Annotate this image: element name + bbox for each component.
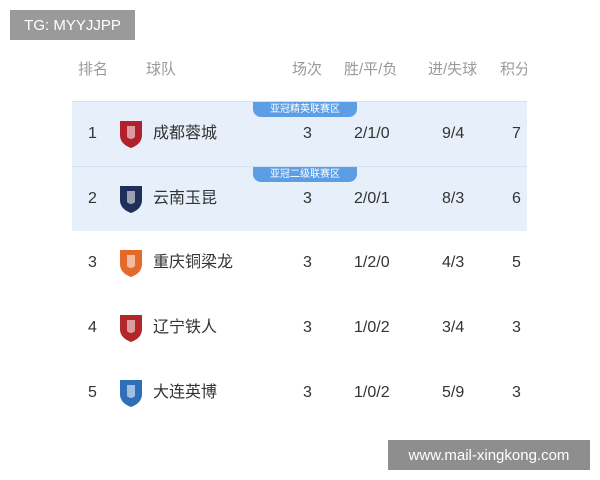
header-goals: 进/失球 — [428, 61, 478, 78]
team-name[interactable]: 重庆铜梁龙 — [153, 254, 234, 271]
team-crest-icon — [120, 380, 142, 407]
header-wdl: 胜/平/负 — [344, 61, 398, 78]
rank: 2 — [88, 190, 97, 207]
team-crest-icon — [120, 250, 142, 277]
team-crest-icon — [120, 186, 142, 213]
zone-badge: 亚冠二级联赛区 — [253, 167, 357, 182]
points: 3 — [512, 319, 521, 336]
goals: 4/3 — [442, 254, 465, 271]
watermark-top-left: TG: MYYJJPP — [10, 10, 135, 40]
played: 3 — [303, 125, 312, 142]
rank: 4 — [88, 319, 97, 336]
goals: 8/3 — [442, 190, 465, 207]
table-row[interactable]: 4 辽宁铁人 3 1/0/2 3/4 3 — [72, 296, 527, 360]
played: 3 — [303, 254, 312, 271]
header-rank: 排名 — [78, 61, 109, 78]
header-points: 积分 — [500, 61, 527, 78]
header-played: 场次 — [292, 61, 323, 78]
wdl: 2/1/0 — [354, 125, 390, 142]
team-name[interactable]: 云南玉昆 — [153, 190, 218, 207]
goals: 3/4 — [442, 319, 465, 336]
team-name[interactable]: 大连英博 — [153, 384, 218, 401]
wdl: 1/0/2 — [354, 384, 390, 401]
points: 7 — [512, 125, 521, 142]
table-row[interactable]: 亚冠精英联赛区 1 成都蓉城 3 2/1/0 9/4 7 — [72, 101, 527, 166]
played: 3 — [303, 384, 312, 401]
points: 6 — [512, 190, 521, 207]
wdl: 1/0/2 — [354, 319, 390, 336]
wdl: 2/0/1 — [354, 190, 390, 207]
table-row[interactable]: 亚冠二级联赛区 2 云南玉昆 3 2/0/1 8/3 6 — [72, 166, 527, 231]
played: 3 — [303, 190, 312, 207]
watermark-bottom-right: www.mail-xingkong.com — [388, 440, 590, 470]
rank: 5 — [88, 384, 97, 401]
points: 3 — [512, 384, 521, 401]
goals: 5/9 — [442, 384, 465, 401]
table-row[interactable]: 3 重庆铜梁龙 3 1/2/0 4/3 5 — [72, 231, 527, 295]
team-crest-icon — [120, 121, 142, 148]
team-crest-icon — [120, 315, 142, 342]
points: 5 — [512, 254, 521, 271]
header-team: 球队 — [146, 61, 177, 78]
played: 3 — [303, 319, 312, 336]
standings-table: 排名 球队 场次 胜/平/负 进/失球 积分 亚冠精英联赛区 1 成都蓉城 3 2/1/… — [72, 50, 527, 435]
team-name[interactable]: 成都蓉城 — [153, 125, 218, 142]
rank: 3 — [88, 254, 97, 271]
goals: 9/4 — [442, 125, 465, 142]
table-row[interactable]: 5 大连英博 3 1/0/2 5/9 3 — [72, 361, 527, 425]
zone-badge: 亚冠精英联赛区 — [253, 102, 357, 117]
rank: 1 — [88, 125, 97, 142]
wdl: 1/2/0 — [354, 254, 390, 271]
team-name[interactable]: 辽宁铁人 — [153, 319, 218, 336]
